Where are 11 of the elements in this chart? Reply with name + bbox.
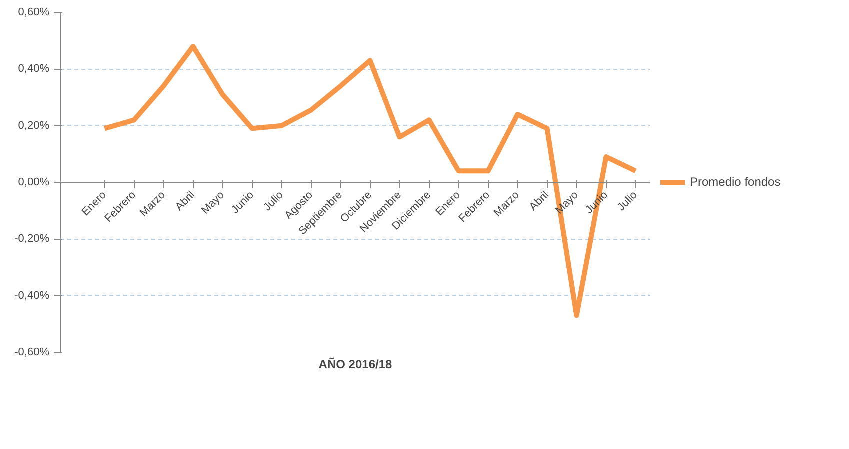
- y-tick-label: 0,00%: [18, 176, 50, 188]
- y-tick-label: -0,40%: [14, 290, 50, 302]
- y-tick-label: 0,20%: [18, 120, 50, 132]
- x-tick-label: Julio: [616, 189, 640, 214]
- x-axis-title: AÑO 2016/18: [318, 358, 393, 372]
- legend-label: Promedio fondos: [690, 175, 781, 189]
- y-tick-label: -0,60%: [14, 346, 50, 358]
- x-tick-label: Julio: [262, 189, 286, 214]
- y-tick-label: 0,60%: [18, 6, 50, 18]
- y-tick-label: -0,20%: [14, 233, 50, 246]
- y-tick-label: 0,40%: [18, 63, 50, 76]
